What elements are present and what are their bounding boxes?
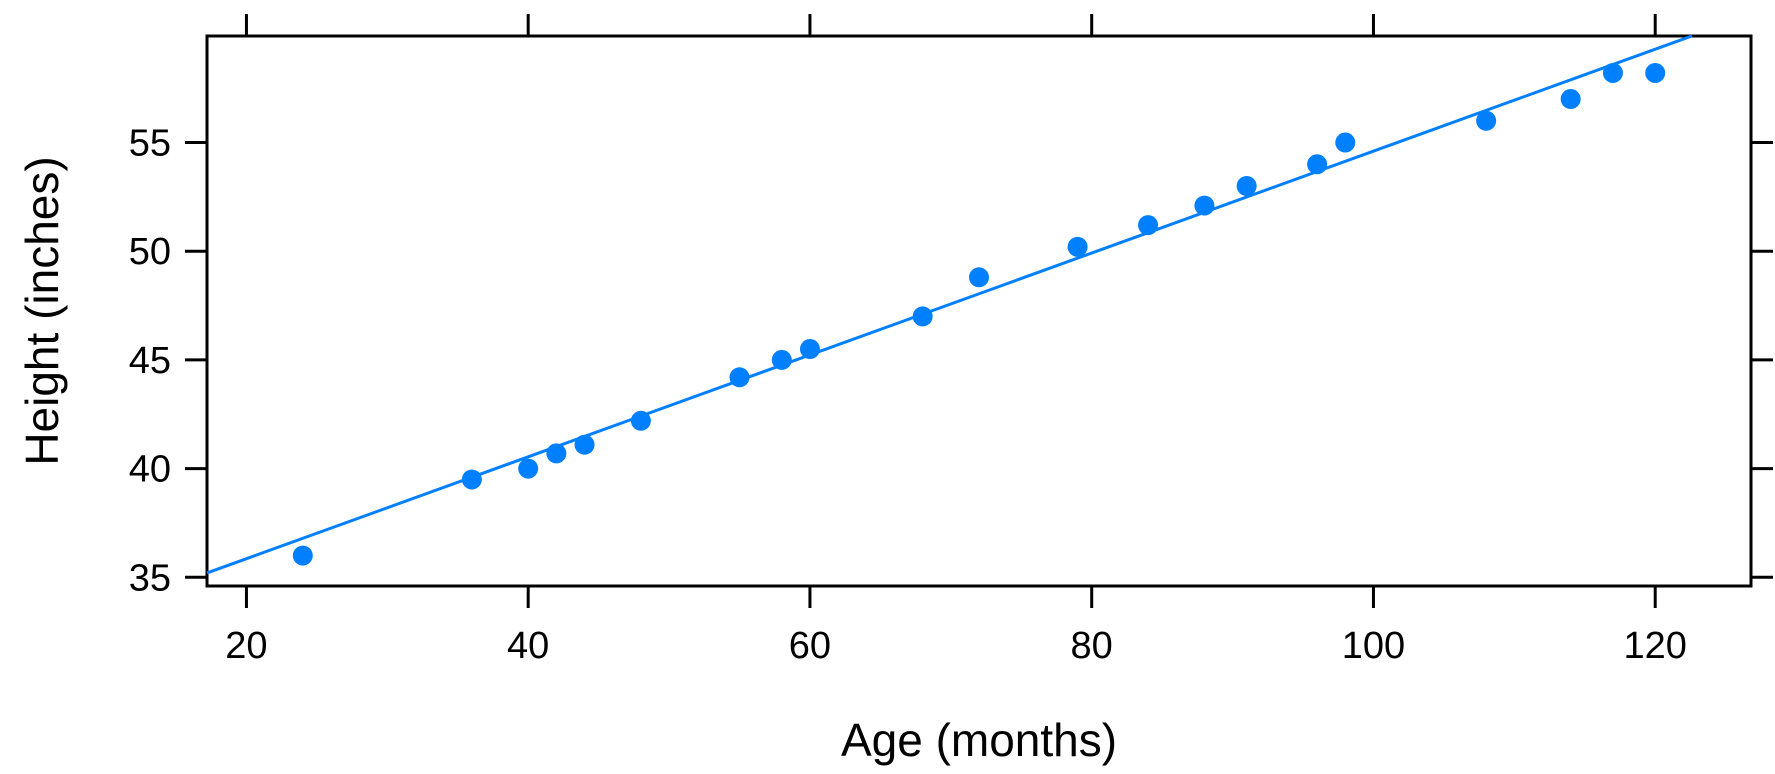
data-point [1476,110,1497,131]
x-axis-label: Age (months) [841,714,1117,766]
y-tick-label: 45 [129,340,171,382]
data-series [206,34,1693,575]
data-point [630,410,651,431]
data-point [771,349,792,370]
data-point [969,267,989,288]
tick-labels: 20 40 60 80 100 120 35 40 45 50 55 [129,123,1687,667]
data-point [518,458,539,479]
axis-ticks [185,14,1773,608]
y-axis-label: Height (inches) [16,156,68,465]
data-point [912,306,933,327]
x-tick-label: 100 [1342,625,1405,667]
data-point [546,443,567,464]
data-point [1645,62,1666,83]
data-point [1335,132,1356,153]
data-point [799,339,820,360]
y-tick-label: 40 [129,449,171,491]
x-tick-label: 120 [1624,625,1687,667]
data-point [1307,154,1328,175]
data-point [729,367,750,388]
data-point [461,469,482,490]
data-point [1560,89,1581,110]
plot-frame [205,34,1753,588]
y-tick-label: 35 [129,557,171,599]
data-point [574,434,595,455]
x-tick-label: 60 [789,625,831,667]
data-point [1138,215,1159,236]
data-point [1067,236,1088,257]
y-tick-label: 50 [129,231,171,273]
fit-line [206,34,1693,575]
data-point [1602,62,1623,83]
data-point [1194,195,1215,216]
data-point [1236,176,1257,196]
x-tick-label: 40 [507,625,549,667]
data-point [292,545,313,566]
x-tick-label: 80 [1071,625,1113,667]
x-tick-label: 20 [225,625,267,667]
y-tick-label: 55 [129,123,171,165]
